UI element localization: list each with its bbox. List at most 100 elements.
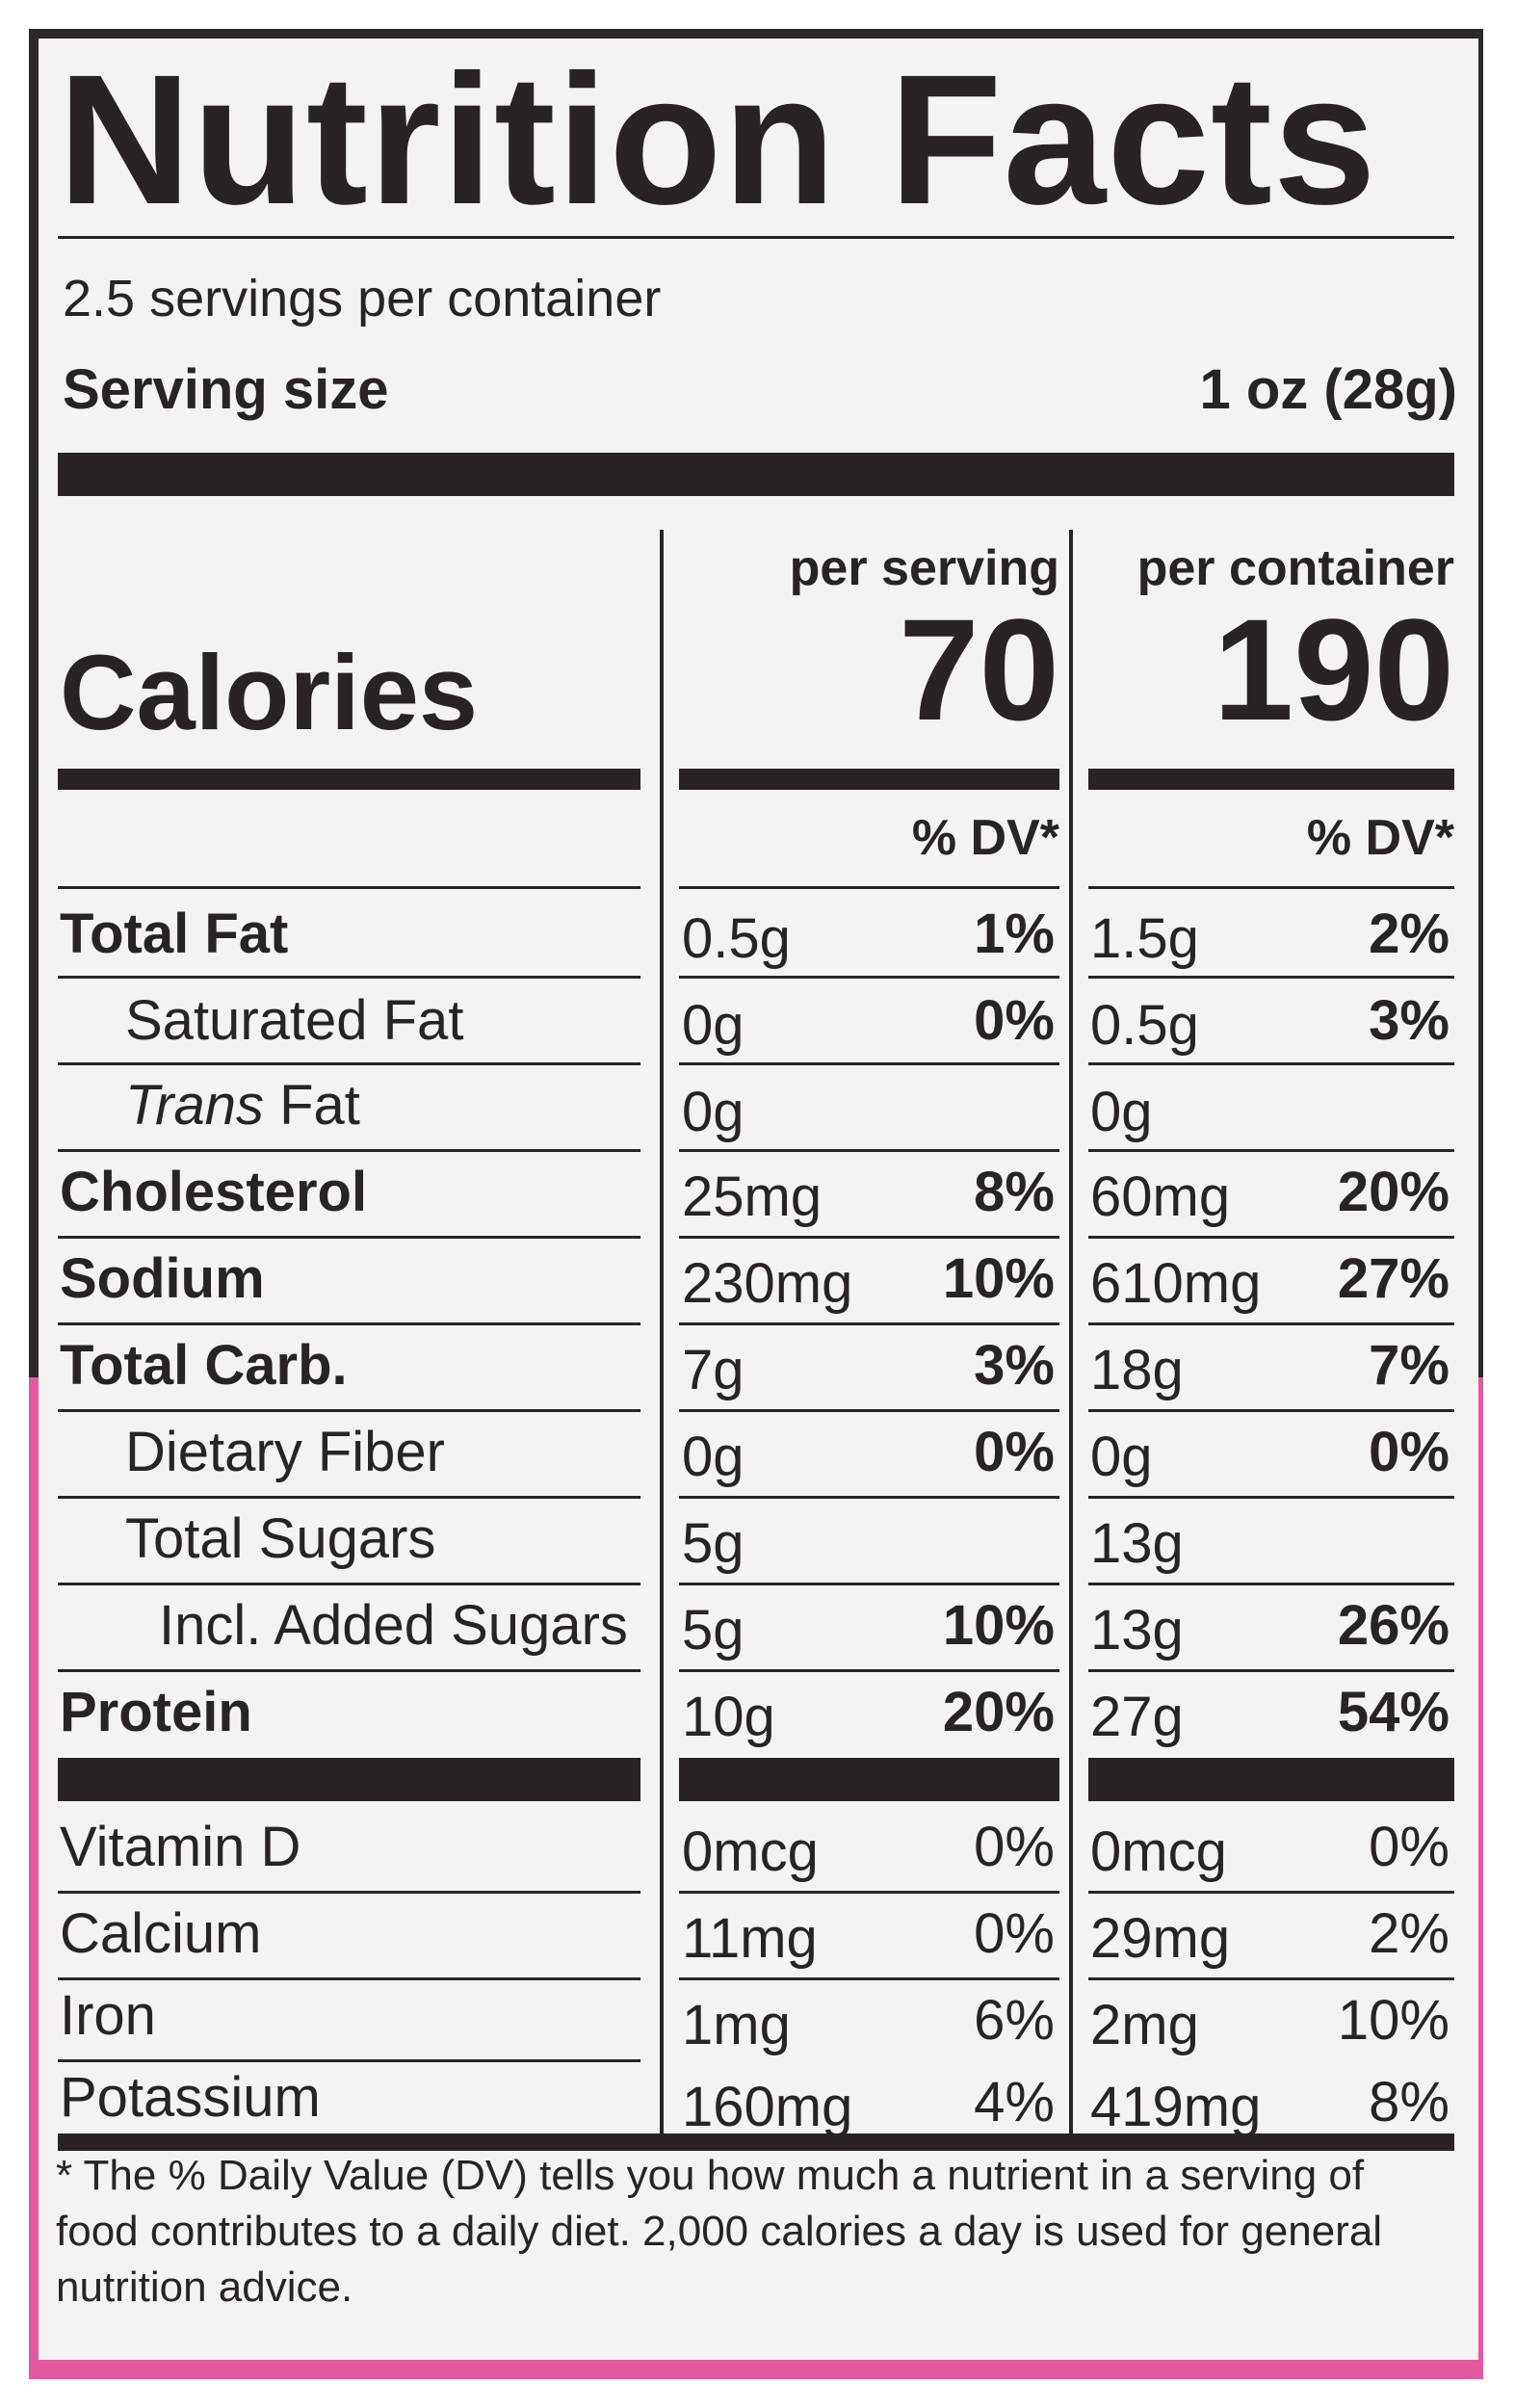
row-divider <box>58 1149 640 1152</box>
row-divider <box>679 1149 1059 1152</box>
nutrient-label-dietary-fiber: Dietary Fiber <box>125 1421 445 1483</box>
nutrient-serving-amount: 0g <box>682 1081 744 1143</box>
row-divider <box>679 886 1059 889</box>
nutrient-serving-amount: 0g <box>682 994 744 1057</box>
row-divider <box>1088 886 1454 889</box>
row-divider <box>679 1496 1059 1499</box>
per-serving-header: per serving <box>789 540 1059 596</box>
nutrient-serving-amount: 7g <box>682 1339 744 1401</box>
panel-title: Nutrition Facts <box>58 36 1377 243</box>
row-divider <box>1088 1409 1454 1412</box>
vitamin-container-amount: 0mcg <box>1090 1820 1227 1883</box>
nutrient-container-dv: 20% <box>1337 1161 1450 1223</box>
nutrient-serving-amount: 5g <box>682 1599 744 1662</box>
nutrient-container-amount: 0.5g <box>1090 994 1199 1057</box>
row-divider <box>58 1409 640 1412</box>
thick-divider-vitamins <box>58 1758 640 1801</box>
nutrient-label-cholesterol: Cholesterol <box>60 1161 368 1223</box>
nutrient-label-total-sugars: Total Sugars <box>125 1507 436 1570</box>
nutrient-container-dv: 2% <box>1369 903 1450 965</box>
servings-per-container: 2.5 servings per container <box>63 270 662 327</box>
row-divider <box>58 886 640 889</box>
calories-bar-container <box>1088 769 1454 790</box>
nutrient-container-amount: 0g <box>1090 1081 1153 1143</box>
vitamin-serving-dv: 0% <box>974 1902 1055 1965</box>
thick-divider-top <box>58 453 1454 496</box>
thick-divider-vitamins <box>679 1758 1059 1801</box>
row-divider <box>679 1583 1059 1585</box>
nutrient-serving-dv: 3% <box>974 1334 1055 1397</box>
row-divider <box>58 2059 640 2062</box>
nutrient-container-amount: 13g <box>1090 1512 1184 1575</box>
nutrient-container-dv: 54% <box>1337 1681 1450 1743</box>
vitamin-container-amount: 29mg <box>1090 1907 1231 1970</box>
dv-header-container: % DV* <box>1306 810 1454 866</box>
nutrient-serving-dv: 0% <box>974 1421 1055 1483</box>
calories-label: Calories <box>60 634 479 752</box>
nutrient-container-dv: 27% <box>1337 1247 1450 1310</box>
vitamin-container-dv: 0% <box>1369 1816 1450 1878</box>
row-divider <box>1088 1669 1454 1672</box>
row-divider <box>679 1322 1059 1325</box>
row-divider <box>58 1322 640 1325</box>
nutrient-label-protein: Protein <box>60 1681 252 1743</box>
thick-divider-vitamins <box>1088 1758 1454 1801</box>
nutrient-container-amount: 13g <box>1090 1599 1184 1662</box>
nutrient-container-amount: 27g <box>1090 1686 1184 1748</box>
nutrient-serving-amount: 0.5g <box>682 907 791 970</box>
calories-bar-label <box>58 769 640 790</box>
per-container-header: per container <box>1136 540 1454 596</box>
nutrition-facts-panel: Nutrition Facts 2.5 servings per contain… <box>39 39 1478 2360</box>
vitamin-serving-dv: 4% <box>974 2071 1055 2133</box>
nutrient-serving-amount: 25mg <box>682 1165 823 1228</box>
nutrient-container-amount: 60mg <box>1090 1165 1231 1228</box>
nutrient-label-added-sugars: Incl. Added Sugars <box>159 1594 628 1657</box>
calories-per-container: 190 <box>1213 589 1454 750</box>
vitamin-container-amount: 419mg <box>1090 2076 1262 2138</box>
row-divider <box>58 976 640 979</box>
nutrient-container-amount: 610mg <box>1090 1252 1262 1315</box>
nutrient-container-amount: 18g <box>1090 1339 1184 1401</box>
row-divider <box>58 1236 640 1239</box>
nutrient-container-dv: 26% <box>1337 1594 1450 1657</box>
vitamin-serving-dv: 0% <box>974 1816 1055 1878</box>
vitamin-label-calcium: Calcium <box>60 1902 262 1965</box>
row-divider <box>58 1062 640 1065</box>
nutrient-serving-amount: 230mg <box>682 1252 853 1315</box>
vitamin-serving-amount: 1mg <box>682 1994 791 2056</box>
calories-per-serving: 70 <box>899 589 1059 750</box>
nutrient-serving-dv: 1% <box>974 903 1055 965</box>
row-divider <box>1088 1496 1454 1499</box>
row-divider <box>1088 1322 1454 1325</box>
nutrient-serving-dv: 10% <box>942 1594 1055 1657</box>
nutrient-serving-dv: 20% <box>942 1681 1055 1743</box>
nutrient-container-dv: 3% <box>1369 989 1450 1052</box>
nutrient-label-trans-fat: Trans Fat <box>125 1067 360 1144</box>
column-separator-right <box>1069 530 1073 2138</box>
vitamin-label-vitamin-d: Vitamin D <box>60 1816 301 1878</box>
trans-label-rest: Fat <box>263 1074 360 1137</box>
vitamin-container-dv: 2% <box>1369 1902 1450 1965</box>
nutrient-label-total-fat: Total Fat <box>60 903 289 965</box>
nutrient-serving-dv: 0% <box>974 989 1055 1052</box>
vitamin-container-dv: 8% <box>1369 2071 1450 2133</box>
row-divider <box>679 1977 1059 1980</box>
row-divider <box>1088 1149 1454 1152</box>
row-divider <box>1088 1236 1454 1239</box>
row-divider <box>1088 1977 1454 1980</box>
dv-header-serving: % DV* <box>911 810 1059 866</box>
vitamin-container-amount: 2mg <box>1090 1994 1199 2056</box>
row-divider <box>58 1891 640 1894</box>
row-divider <box>679 1409 1059 1412</box>
nutrient-serving-amount: 10g <box>682 1686 775 1748</box>
row-divider <box>58 1669 640 1672</box>
row-divider <box>679 1236 1059 1239</box>
row-divider <box>1088 976 1454 979</box>
row-divider <box>679 976 1059 979</box>
thick-divider-bottom <box>58 2133 1454 2151</box>
row-divider <box>58 1977 640 1980</box>
column-separator-left <box>660 530 664 2138</box>
nutrient-serving-amount: 0g <box>682 1426 744 1488</box>
vitamin-serving-amount: 160mg <box>682 2076 853 2138</box>
nutrient-container-dv: 0% <box>1369 1421 1450 1483</box>
